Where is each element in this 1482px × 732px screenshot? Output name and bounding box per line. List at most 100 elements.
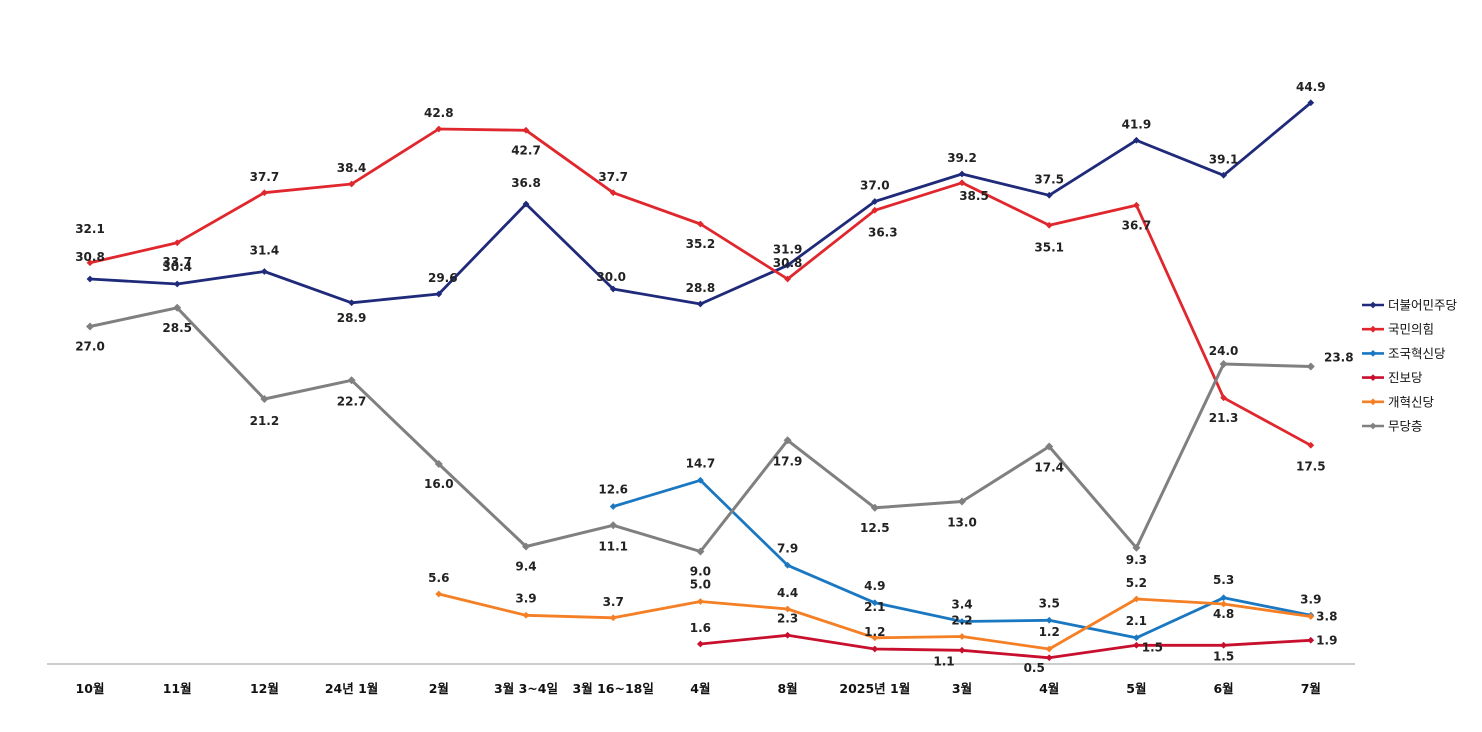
- data-point: [260, 395, 269, 403]
- data-point: [435, 590, 443, 598]
- x-tick-layer: 10월 11월 12월 24년 1월 2월 3월 3~4일 3월 16~18일 4월 8월 202…: [76, 681, 1321, 696]
- x-tick-label: 3월 3~4일: [494, 681, 558, 696]
- x-tick-label: 2월: [429, 681, 449, 696]
- data-point: [958, 633, 966, 640]
- legend-label: 진보당: [1388, 370, 1423, 385]
- data-label: 3.5: [1039, 596, 1060, 610]
- data-point: [1220, 641, 1227, 649]
- data-point: [958, 618, 966, 625]
- data-point: [1220, 600, 1227, 608]
- data-point: [696, 547, 705, 556]
- data-point: [958, 170, 966, 178]
- data-label: 28.9: [337, 311, 367, 325]
- data-label: 31.4: [250, 244, 280, 258]
- data-point: [261, 268, 268, 275]
- data-point: [1045, 616, 1053, 624]
- data-point: [870, 503, 879, 512]
- data-label: 2.1: [1126, 614, 1147, 628]
- data-point: [784, 605, 791, 613]
- x-tick-label: 8월: [777, 681, 797, 696]
- data-point: [435, 125, 443, 133]
- series-line-무당층: [89, 306, 1311, 553]
- data-point: [1220, 171, 1227, 179]
- legend-label: 무당층: [1388, 419, 1423, 434]
- x-tick-label: 5월: [1126, 681, 1146, 696]
- data-label: 21.2: [250, 414, 280, 428]
- data-label: 38.4: [337, 161, 367, 175]
- data-label: 37.0: [860, 179, 890, 193]
- data-label: 39.2: [947, 151, 977, 165]
- x-tick-label: 4월: [1039, 681, 1059, 696]
- data-label: 22.7: [337, 394, 367, 408]
- data-label: 35.1: [1034, 240, 1064, 254]
- data-point: [784, 631, 791, 639]
- data-point: [86, 259, 94, 267]
- data-point: [697, 476, 704, 484]
- data-label: 44.9: [1296, 80, 1326, 94]
- data-label: 37.7: [598, 170, 628, 184]
- data-label: 5.3: [1213, 573, 1234, 587]
- data-label: 11.1: [598, 539, 628, 553]
- data-label: 1.2: [864, 625, 885, 639]
- data-label: 1.1: [933, 654, 954, 668]
- data-label: 17.5: [1296, 459, 1326, 473]
- data-point: [1307, 441, 1315, 449]
- data-label: 5.0: [690, 578, 711, 592]
- legend-item: 진보당: [1362, 370, 1423, 385]
- data-point: [784, 561, 791, 569]
- data-point: [784, 261, 791, 269]
- data-point: [522, 126, 530, 134]
- data-label: 21.3: [1209, 411, 1239, 425]
- data-point: [522, 542, 530, 551]
- data-point: [1045, 645, 1053, 653]
- data-label: 24.0: [1209, 344, 1239, 358]
- data-label: 37.5: [1034, 172, 1064, 186]
- data-label: 27.0: [75, 340, 105, 354]
- data-point: [1133, 641, 1140, 649]
- x-tick-label: 3월: [952, 681, 972, 696]
- data-label: 3.8: [1316, 610, 1337, 624]
- data-point: [609, 503, 617, 510]
- data-point: [783, 436, 792, 445]
- data-point: [347, 376, 356, 385]
- data-point: [1133, 201, 1140, 209]
- data-label: 12.5: [860, 521, 890, 535]
- data-label: 28.5: [162, 321, 192, 335]
- data-label: 2.2: [951, 614, 972, 628]
- legend-label: 국민의힘: [1388, 322, 1434, 337]
- data-label: 1.5: [1142, 640, 1163, 654]
- data-label: 30.8: [75, 250, 105, 264]
- data-point: [1045, 654, 1053, 662]
- series-layer: [86, 99, 1315, 662]
- x-tick-label: 2025년 1월: [839, 681, 910, 696]
- x-tick-label: 11월: [163, 681, 192, 696]
- data-label: 3.9: [1300, 592, 1321, 606]
- legend-label: 개혁신당: [1388, 394, 1435, 409]
- data-point: [86, 322, 94, 331]
- data-label: 32.1: [75, 222, 105, 236]
- data-point: [609, 285, 617, 293]
- data-point: [1045, 191, 1053, 199]
- data-label: 38.5: [959, 189, 989, 203]
- legend-label: 조국혁신당: [1388, 346, 1446, 361]
- data-point: [348, 299, 355, 307]
- data-point: [1220, 394, 1227, 402]
- data-point: [1045, 221, 1053, 229]
- data-point: [958, 179, 966, 187]
- data-label: 30.8: [773, 256, 803, 270]
- data-label: 23.8: [1324, 351, 1354, 365]
- data-label-layer: 30.8 30.4 31.4 28.9 29.6 36.8 30.0 28.8 31.9 37.0…: [75, 80, 1353, 675]
- x-tick-label: 3월 16~18일: [573, 681, 654, 696]
- data-label: 29.6: [428, 271, 458, 285]
- legend-item: 조국혁신당: [1362, 346, 1446, 361]
- data-point: [609, 614, 617, 622]
- data-label: 5.2: [1126, 576, 1147, 590]
- data-point: [522, 200, 530, 208]
- data-point: [697, 640, 704, 648]
- data-label: 14.7: [686, 456, 716, 470]
- data-label: 30.0: [596, 270, 626, 284]
- data-point: [173, 239, 181, 247]
- data-point: [609, 189, 617, 197]
- data-label: 13.0: [947, 516, 977, 530]
